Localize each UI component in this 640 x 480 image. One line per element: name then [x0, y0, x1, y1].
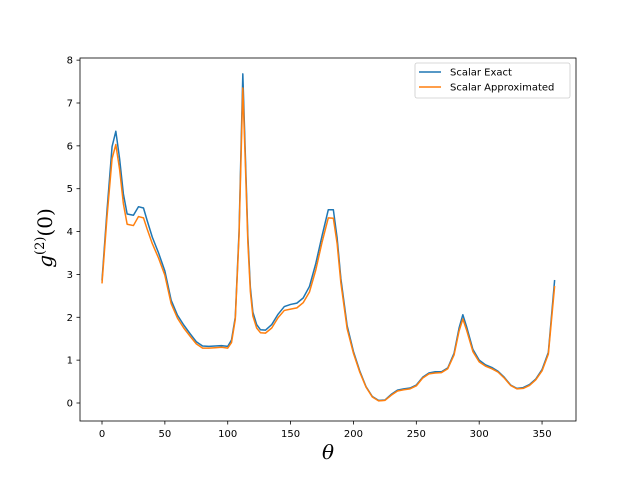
x-tick-label: 50	[158, 429, 171, 440]
y-axis-label-superscript: (2)	[33, 237, 48, 255]
x-tick-label: 150	[281, 429, 300, 440]
legend-label-scalar-approximated: Scalar Approximated	[450, 83, 554, 94]
x-tick-label: 100	[218, 429, 237, 440]
y-tick-label: 2	[67, 313, 73, 324]
x-tick-label: 300	[470, 429, 489, 440]
axes-frame	[79, 57, 577, 422]
series-line-scalar-exact	[101, 73, 556, 402]
y-axis-label: g(2)(0)	[33, 208, 57, 268]
y-axis-ticks: 0 1 2 3 4 5 6 7 8	[67, 56, 80, 410]
x-axis-ticks: 0 50 100 150 200 250 300 350	[99, 421, 552, 440]
y-tick-label: 4	[67, 227, 73, 238]
x-axis-label: θ	[322, 440, 334, 464]
y-tick-label: 1	[67, 356, 73, 367]
y-tick-label: 5	[67, 184, 73, 195]
legend: Scalar Exact Scalar Approximated	[414, 62, 571, 99]
series-layer	[101, 73, 556, 402]
y-tick-label: 3	[67, 270, 73, 281]
legend-box	[414, 62, 571, 99]
y-tick-label: 0	[67, 399, 73, 410]
y-tick-label: 8	[67, 56, 73, 67]
y-tick-label: 7	[67, 99, 73, 110]
legend-label-scalar-exact: Scalar Exact	[450, 68, 512, 79]
x-tick-label: 250	[407, 429, 426, 440]
x-tick-label: 350	[533, 429, 552, 440]
series-line-scalar-approximated	[101, 87, 556, 402]
y-tick-label: 6	[67, 141, 73, 152]
x-tick-label: 0	[99, 429, 105, 440]
x-tick-label: 200	[344, 429, 363, 440]
y-axis-label-tail: (0)	[33, 208, 57, 236]
y-axis-label-main: g	[33, 255, 57, 268]
